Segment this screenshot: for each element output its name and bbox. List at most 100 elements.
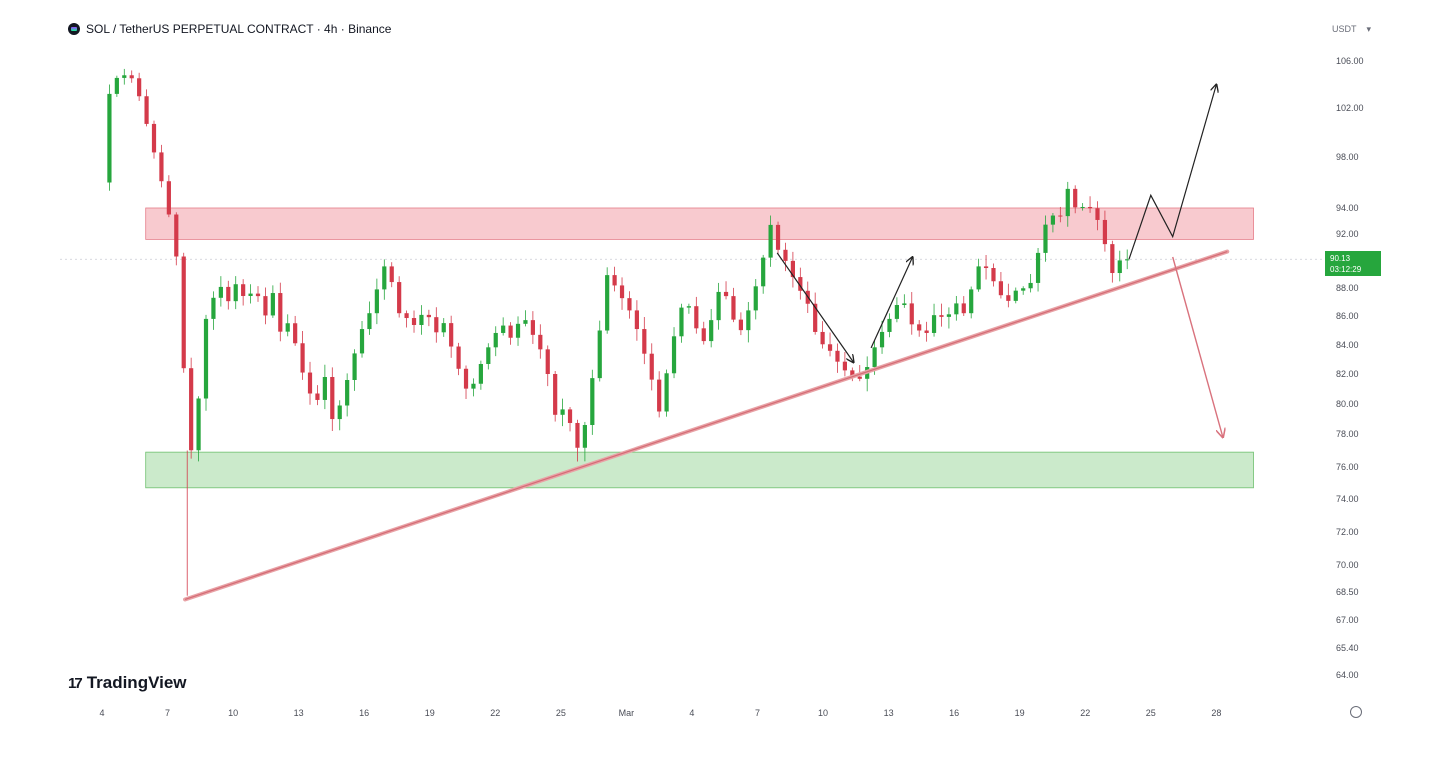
candle-body [307, 372, 313, 394]
candle-body [538, 334, 543, 350]
candle [1080, 203, 1085, 211]
candle [449, 315, 454, 358]
gear-icon[interactable] [1350, 706, 1362, 718]
tradingview-logo[interactable]: 17 TradingView [68, 673, 187, 693]
candle [389, 262, 394, 288]
candle-body [241, 284, 246, 296]
bearish-projection-arrow [1172, 256, 1223, 437]
candle-body [939, 315, 944, 317]
currency-selector[interactable]: USDT ▾ [1332, 24, 1371, 35]
candle [909, 292, 914, 335]
candle [924, 321, 929, 342]
candle-body [619, 285, 625, 299]
price-tick-label: 92.00 [1336, 229, 1359, 239]
candle-body [226, 286, 231, 302]
candle [1043, 215, 1048, 262]
candle-body [1028, 282, 1033, 289]
candle-body [434, 317, 439, 333]
candle-body [553, 374, 558, 415]
candle [374, 278, 379, 325]
candle-body [768, 224, 773, 258]
candle-body [842, 361, 847, 371]
candle [567, 406, 573, 432]
candle [203, 314, 209, 411]
candle-body [1058, 215, 1063, 217]
candle [255, 286, 261, 302]
candle [397, 276, 402, 318]
candle-body [879, 331, 885, 348]
candle [746, 302, 751, 343]
candle [998, 272, 1004, 299]
candle-body [107, 93, 112, 183]
time-tick-label: 19 [424, 708, 435, 718]
time-tick-label: 4 [99, 708, 105, 718]
candle-body [501, 325, 506, 333]
candle-body [530, 320, 535, 335]
candle-body [909, 303, 914, 325]
past-move-up-projection-arrow [870, 257, 913, 349]
candle-body [218, 286, 223, 298]
candle [248, 284, 253, 304]
candle-body [1013, 290, 1018, 301]
candle [553, 370, 558, 422]
candle [612, 266, 617, 292]
candle [241, 279, 246, 306]
bullish-projection-arrow [1128, 85, 1216, 260]
candle [367, 301, 372, 335]
candle-body [352, 353, 357, 380]
last-price-tag: 90.13 03:12:29 [1325, 251, 1381, 276]
candle [122, 68, 127, 85]
candle-body [961, 303, 966, 314]
time-tick-label: 13 [883, 708, 894, 718]
candle-body [1021, 288, 1026, 291]
candle [263, 287, 268, 325]
candle-body [731, 296, 736, 320]
candle [560, 398, 565, 427]
time-tick-label: 10 [228, 708, 239, 718]
price-tick-label: 82.00 [1336, 369, 1359, 379]
candle [931, 303, 937, 337]
candle-body [359, 329, 365, 354]
candle-body [567, 409, 573, 423]
price-tick-label: 74.00 [1336, 494, 1359, 504]
time-tick-label: 25 [1145, 708, 1156, 718]
symbol-header[interactable]: SOL / TetherUS PERPETUAL CONTRACT · 4h ·… [68, 22, 391, 36]
price-tick-label: 64.00 [1336, 670, 1359, 680]
candle [664, 369, 669, 417]
candle [538, 324, 543, 359]
candle [463, 365, 469, 400]
candle [278, 282, 283, 342]
candle [196, 396, 201, 462]
time-tick-label: 22 [1080, 708, 1091, 718]
candle-body [813, 303, 818, 332]
candle [151, 120, 157, 159]
candle-body [233, 284, 238, 302]
candle-body [575, 422, 580, 448]
candle-body [998, 281, 1004, 296]
price-tick-label: 98.00 [1336, 152, 1359, 162]
tradingview-logo-mark: 17 [68, 674, 83, 692]
candle [731, 287, 736, 323]
candle-body [605, 275, 610, 331]
candle-body [337, 405, 342, 420]
candle-body [1035, 252, 1041, 283]
candle-body [872, 347, 877, 368]
candle-body [850, 370, 855, 377]
candle [501, 317, 506, 336]
candle [939, 303, 944, 327]
candle-body [597, 330, 602, 379]
candle [352, 349, 357, 391]
candle [679, 303, 684, 343]
price-tick-label: 68.50 [1336, 587, 1359, 597]
candle-body [827, 344, 833, 351]
support-zone [145, 451, 1254, 489]
candle-body [1043, 224, 1048, 253]
candle [144, 89, 149, 127]
candle-body [783, 249, 788, 261]
candle-body [835, 350, 840, 362]
candle [619, 277, 625, 310]
candle-body [300, 343, 305, 373]
chevron-down-icon: ▾ [1366, 24, 1372, 34]
candle-body [367, 313, 372, 330]
